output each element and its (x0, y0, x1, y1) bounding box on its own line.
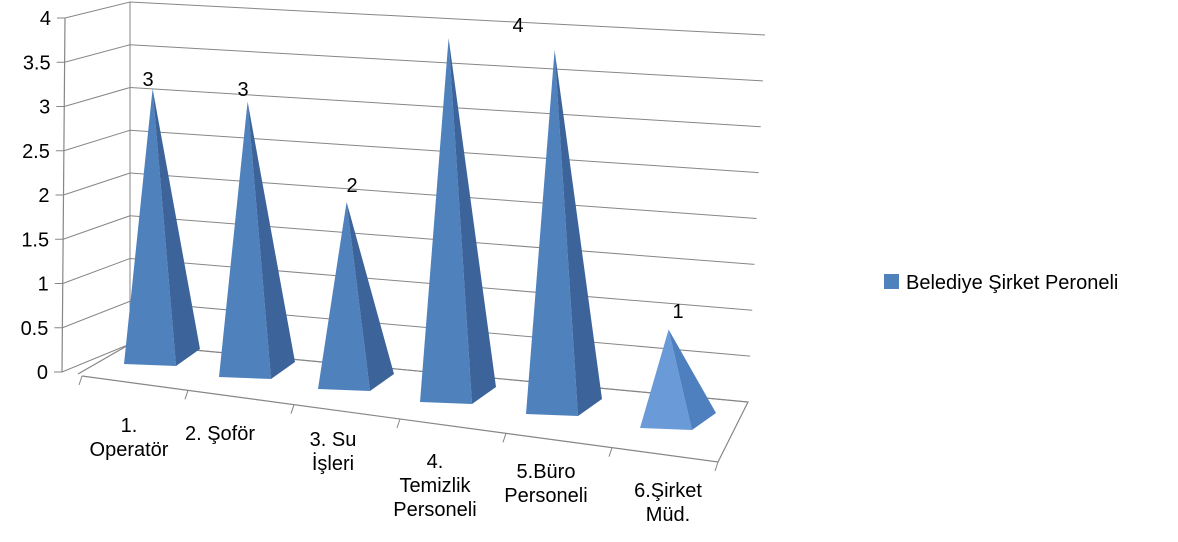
y-axis-tick-labels: 0 0.5 1 1.5 2 2.5 3 3.5 4 (21, 8, 51, 384)
y-axis-tick-label: 0.5 (21, 318, 49, 340)
data-label: 3 (142, 69, 153, 91)
pyramid-side-face (247, 101, 295, 379)
pyramid-front-face (124, 88, 176, 366)
x-axis-category-label: 5.Büro Personeli (504, 461, 587, 507)
legend: Belediye Şirket Peroneli (884, 272, 1118, 294)
data-labels: 332441 (142, 15, 683, 323)
x-axis-category-label: 3. Su İşleri (310, 429, 357, 475)
pyramid-front-face (420, 38, 472, 404)
x-axis-category-label: 6.Şirket Müd. (634, 480, 702, 526)
pyramid-side-face (668, 329, 716, 430)
x-axis-tick-mark (608, 447, 613, 457)
gridline (64, 86, 761, 128)
pyramid-front-face (526, 50, 578, 416)
gridline (63, 129, 759, 174)
x-axis-category-label: 4. Temizlik Personeli (393, 451, 476, 521)
y-axis-tick-label: 3.5 (23, 52, 51, 74)
x-axis-category-label: 1. Operatör (90, 415, 169, 461)
y-axis-tick-label: 0 (37, 362, 48, 384)
pyramid-side-face (448, 38, 496, 404)
x-axis-tick-mark (502, 433, 507, 443)
pyramid-front-face (318, 202, 370, 391)
pyramid-series (124, 38, 716, 430)
gridline (64, 44, 763, 82)
gridline (64, 1, 766, 36)
x-axis-tick-mark (78, 375, 83, 386)
pyramid-side-face (554, 50, 602, 416)
y-axis-tick-label: 3 (39, 97, 50, 119)
y-axis-tick-label: 4 (40, 8, 51, 30)
data-label: 2 (346, 175, 357, 197)
pyramid-front-face (219, 101, 271, 379)
y-axis-tick-label: 2.5 (22, 141, 50, 163)
pyramid-front-face (640, 329, 692, 430)
legend-swatch (884, 274, 899, 289)
legend-label: Belediye Şirket Peroneli (906, 272, 1118, 294)
pyramid-side-face (346, 202, 394, 391)
x-axis-tick-mark (184, 390, 189, 400)
y-axis-tick-label: 1 (38, 274, 49, 296)
x-axis-tick-mark (396, 418, 401, 429)
x-axis-category-label: 2. Şoför (185, 423, 255, 445)
data-label: 3 (237, 79, 248, 101)
y-axis-tick-label: 1.5 (21, 229, 49, 251)
pyramid-side-face (152, 88, 200, 366)
x-axis-tick-mark (714, 461, 719, 472)
data-label: 1 (672, 301, 683, 323)
data-label: 4 (512, 15, 523, 37)
x-axis-tick-mark (290, 404, 295, 414)
x-axis-category-labels: 1. Operatör 2. Şoför 3. Su İşleri 4. Temizlik P… (90, 415, 703, 526)
y-axis-tick-label: 2 (38, 185, 49, 207)
